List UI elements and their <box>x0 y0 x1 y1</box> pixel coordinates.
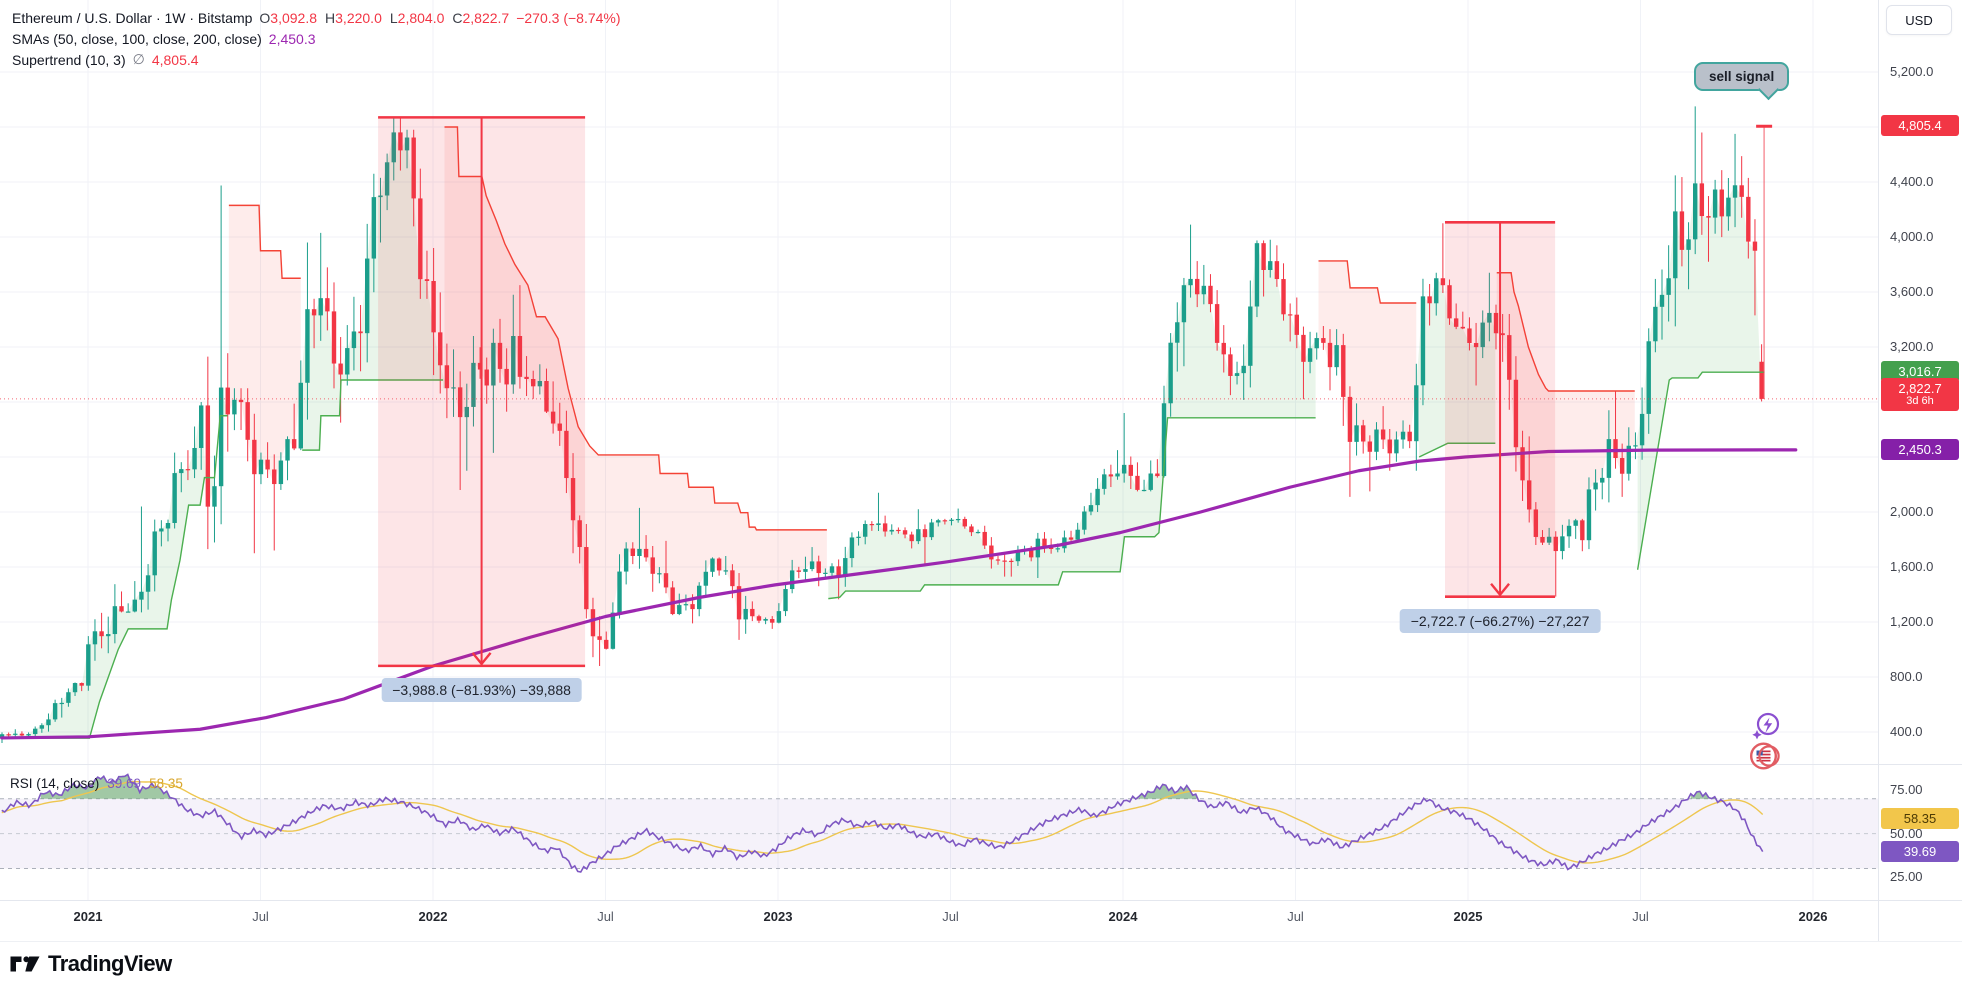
ohlc-pair: C2,822.7 <box>452 9 510 26</box>
symbol-title: Ethereum / U.S. Dollar · 1W · Bitstamp <box>12 9 253 26</box>
symbol-legend: Ethereum / U.S. Dollar · 1W · Bitstamp O… <box>12 7 621 70</box>
symbol-row[interactable]: Ethereum / U.S. Dollar · 1W · Bitstamp O… <box>12 7 621 28</box>
smas-value: 2,450.3 <box>268 30 316 47</box>
rsi-legend-row[interactable]: RSI (14, close) 39.69 58.35 <box>10 776 183 791</box>
supertrend-label: Supertrend (10, 3) <box>12 51 126 68</box>
supertrend-symbol: ∅ <box>132 51 145 67</box>
sell-signal-callout[interactable]: sell signal <box>1694 62 1790 91</box>
tradingview-logo[interactable]: TradingView <box>10 951 172 977</box>
currency-unit-button[interactable]: USD <box>1886 5 1952 35</box>
rsi-value: 39.69 <box>107 776 142 791</box>
measurement-label-1[interactable]: −3,988.8 (−81.93%) −39,888 <box>381 677 582 702</box>
us-flag-icon[interactable] <box>1748 740 1780 772</box>
logo-text: TradingView <box>48 951 172 976</box>
supertrend-value: 4,805.4 <box>151 51 199 68</box>
change-value: −270.3 (−8.74%) <box>516 9 621 26</box>
ohlc-values: O3,092.8 H3,220.0 L2,804.0 C2,822.7 <box>259 10 509 26</box>
smas-label: SMAs (50, close, 100, close, 200, close) <box>12 30 262 47</box>
measurement-label-2[interactable]: −2,722.7 (−66.27%) −27,227 <box>1399 608 1601 633</box>
smas-legend-row[interactable]: SMAs (50, close, 100, close, 200, close)… <box>12 28 621 49</box>
supertrend-legend-row[interactable]: Supertrend (10, 3) ∅ 4,805.4 <box>12 49 621 70</box>
ohlc-pair: L2,804.0 <box>389 9 445 26</box>
rsi-ma-value: 58.35 <box>149 776 183 791</box>
tradingview-logo-mark <box>10 956 40 972</box>
lightning-circle-icon[interactable] <box>1751 710 1783 742</box>
ohlc-pair: O3,092.8 <box>259 9 318 26</box>
ohlc-pair: H3,220.0 <box>325 9 382 26</box>
rsi-label: RSI (14, close) <box>10 776 100 791</box>
